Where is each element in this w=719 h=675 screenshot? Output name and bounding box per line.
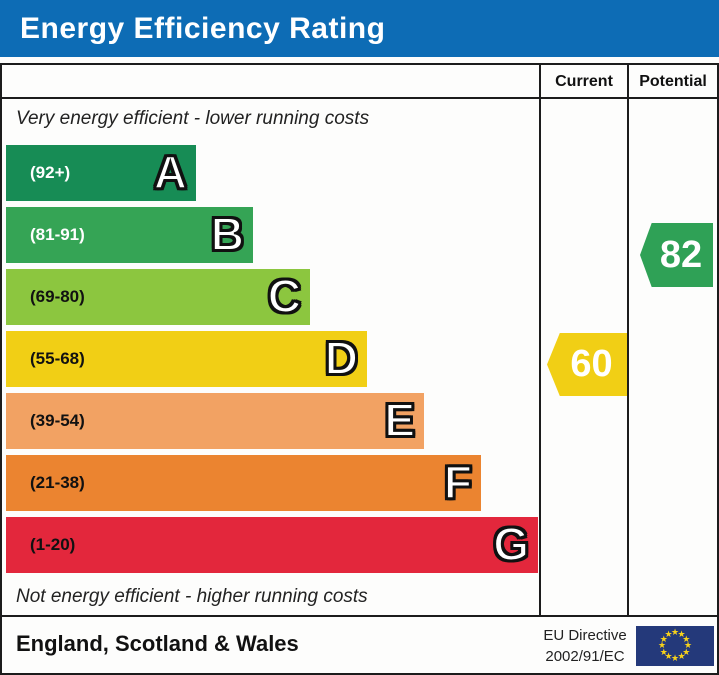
eu-flag-star: ★ xyxy=(677,628,686,639)
eu-directive-line1: EU Directive xyxy=(543,627,627,644)
eu-flag-icon: ★ ★ ★ ★ ★ ★ ★ ★ ★ ★ ★ ★ xyxy=(636,626,714,666)
band-b-range: (81-91) xyxy=(30,225,85,244)
band-b-letter: B xyxy=(210,207,245,261)
band-f-range: (21-38) xyxy=(30,473,85,492)
footer-separator-line xyxy=(0,615,719,617)
current-rating-value: 60 xyxy=(570,343,613,385)
band-f: (21-38) F xyxy=(6,455,481,511)
title-bar: Energy Efficiency Rating xyxy=(0,0,719,57)
current-column-header: Current xyxy=(555,73,613,90)
header-separator-line xyxy=(0,97,719,99)
potential-column-header: Potential xyxy=(639,73,707,90)
eu-directive-label: EU Directive 2002/91/EC xyxy=(540,625,630,667)
band-a: (92+) A xyxy=(6,145,196,201)
eu-flag-star: ★ xyxy=(664,651,673,662)
bottom-caption: Not energy efficient - higher running co… xyxy=(16,586,368,607)
band-d-range: (55-68) xyxy=(30,349,85,368)
eu-flag-star: ★ xyxy=(659,646,668,657)
eu-flag-star: ★ xyxy=(659,633,668,644)
band-c-letter: C xyxy=(267,269,302,323)
page-title: Energy Efficiency Rating xyxy=(20,11,386,45)
band-a-letter: A xyxy=(153,145,188,199)
eu-flag-star: ★ xyxy=(670,653,680,663)
eu-flag-star: ★ xyxy=(677,651,686,662)
band-g: (1-20) G xyxy=(6,517,538,573)
eu-flag-star: ★ xyxy=(657,640,667,650)
band-e-range: (39-54) xyxy=(30,411,85,430)
eu-directive-line2: 2002/91/EC xyxy=(545,648,625,665)
potential-column-divider xyxy=(627,63,629,617)
potential-rating-pointer: 82 xyxy=(640,223,713,287)
current-rating-pointer: 60 xyxy=(547,333,627,396)
region-label: England, Scotland & Wales xyxy=(16,631,299,656)
band-e: (39-54) E xyxy=(6,393,424,449)
eu-flag-star: ★ xyxy=(683,640,693,650)
band-g-range: (1-20) xyxy=(30,535,76,554)
band-b: (81-91) B xyxy=(6,207,253,263)
band-c: (69-80) C xyxy=(6,269,310,325)
current-column-divider xyxy=(539,63,541,617)
band-d: (55-68) D xyxy=(6,331,367,387)
band-a-range: (92+) xyxy=(30,163,71,182)
band-e-letter: E xyxy=(383,393,416,447)
band-c-range: (69-80) xyxy=(30,287,85,306)
eu-flag-star: ★ xyxy=(682,646,691,657)
band-g-letter: G xyxy=(492,517,530,571)
top-caption: Very energy efficient - lower running co… xyxy=(16,108,370,129)
eu-flag-star: ★ xyxy=(664,628,673,639)
eu-flag-star: ★ xyxy=(682,633,691,644)
eu-flag-star: ★ xyxy=(670,627,680,637)
band-f-letter: F xyxy=(443,455,473,509)
band-d-letter: D xyxy=(324,331,359,385)
potential-rating-value: 82 xyxy=(659,233,703,276)
